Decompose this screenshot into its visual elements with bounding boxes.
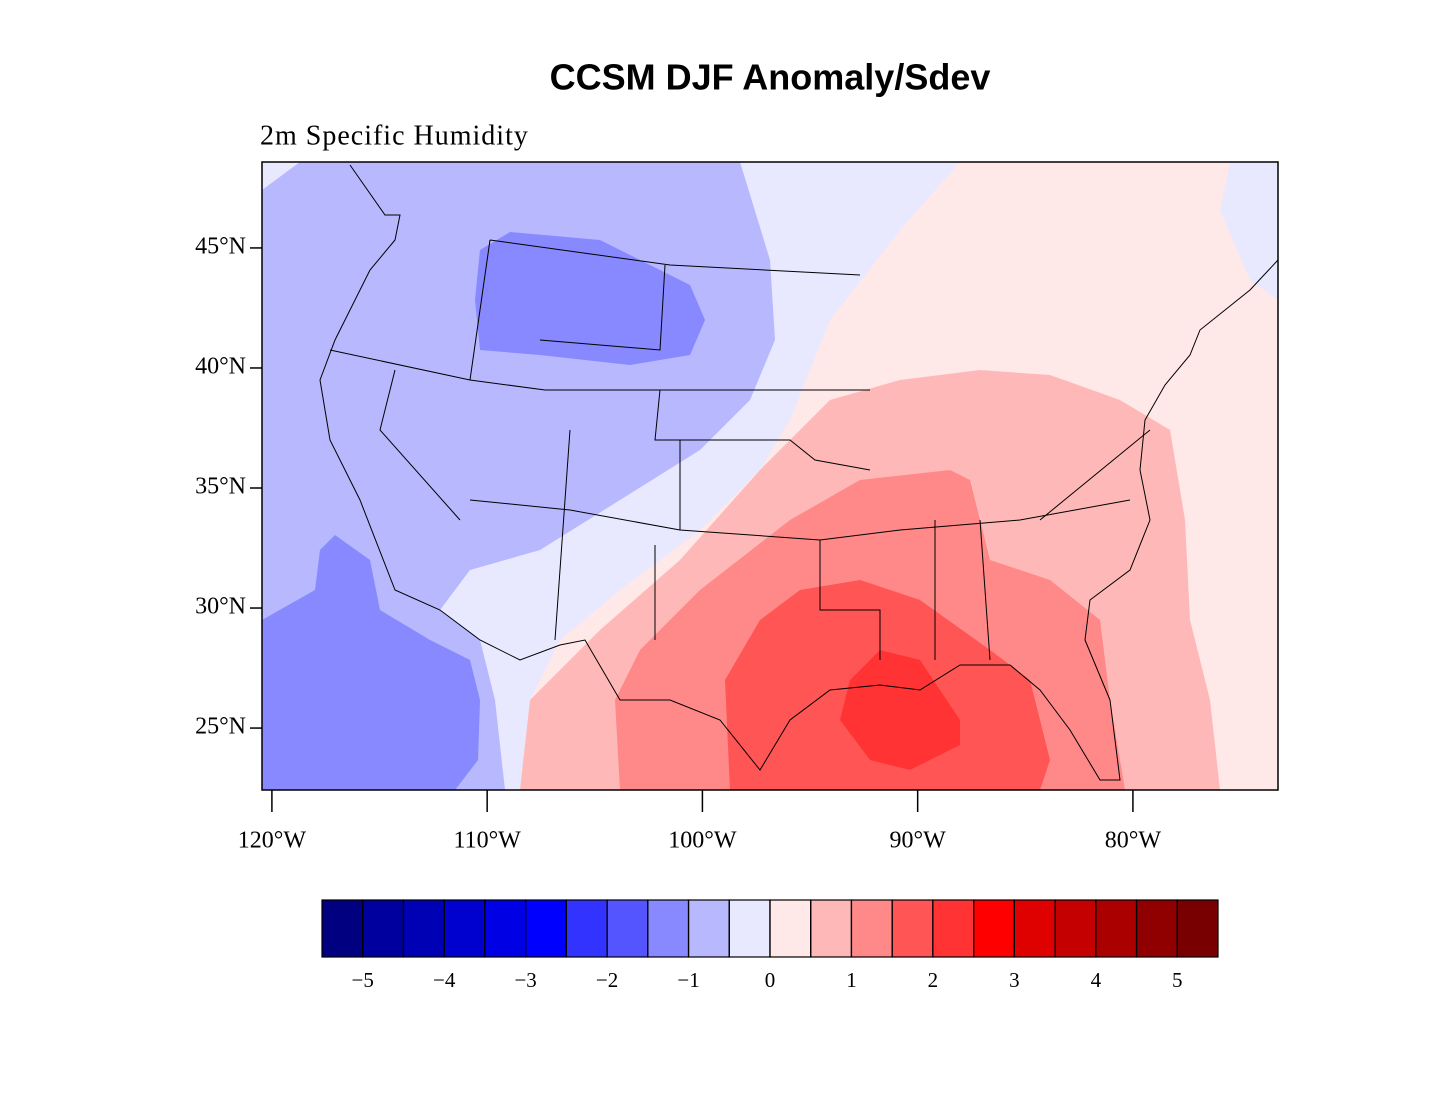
- contour-field: [262, 162, 1278, 790]
- colorbar-label: 1: [846, 968, 857, 992]
- map-frame: [261, 161, 1279, 791]
- colorbar-box: [687, 899, 730, 958]
- colorbar-label: 4: [1091, 968, 1102, 992]
- colorbar-box: [1135, 899, 1178, 958]
- colorbar-label: −4: [433, 968, 456, 992]
- colorbar-box: [484, 899, 527, 958]
- state-lines: [329, 239, 1151, 661]
- subtitle: 2m Specific Humidity: [260, 120, 529, 151]
- colorbar-label: −3: [514, 968, 536, 992]
- colorbar-label: 0: [765, 968, 776, 992]
- lon-tick-label: 100°W: [668, 828, 737, 854]
- colorbar-box: [647, 899, 690, 958]
- lat-tick-label: 35°N: [195, 474, 246, 500]
- colorbar-box: [565, 899, 608, 958]
- colorbar-box: [1176, 899, 1219, 958]
- colorbar-label: −2: [596, 968, 618, 992]
- lon-tick-label: 110°W: [453, 828, 521, 854]
- contour-region: [262, 535, 480, 790]
- colorbar-label: 2: [928, 968, 939, 992]
- colorbar-label: 3: [1009, 968, 1020, 992]
- colorbar-label: −1: [677, 968, 699, 992]
- colorbar-box: [728, 899, 771, 958]
- colorbar-box: [810, 899, 853, 958]
- boundaries: [319, 164, 1278, 781]
- lon-tick-label: 120°W: [238, 828, 307, 854]
- colorbar-box: [769, 899, 812, 958]
- colorbar-box: [321, 899, 364, 958]
- lon-tick-label: 80°W: [1105, 828, 1162, 854]
- lat-tick-label: 30°N: [195, 594, 246, 620]
- colorbar-box: [362, 899, 405, 958]
- contour-region: [1220, 162, 1278, 300]
- lat-tick-label: 40°N: [195, 353, 246, 379]
- colorbar-box: [402, 899, 445, 958]
- colorbar-box: [891, 899, 934, 958]
- colorbar-box: [850, 899, 893, 958]
- lon-tick-label: 90°W: [890, 828, 947, 854]
- lat-tick-label: 45°N: [195, 233, 246, 259]
- title: CCSM DJF Anomaly/Sdev: [550, 57, 991, 98]
- contour-region: [475, 232, 705, 365]
- colorbar-label: −5: [352, 968, 374, 992]
- colorbar-box: [443, 899, 486, 958]
- colorbar-box: [1054, 899, 1097, 958]
- contour-region: [840, 650, 960, 770]
- colorbar-box: [606, 899, 649, 958]
- colorbar-box: [973, 899, 1015, 958]
- colorbar-box: [1013, 899, 1056, 958]
- colorbar-box: [525, 899, 567, 958]
- colorbar-label: 5: [1172, 968, 1183, 992]
- lat-tick-label: 25°N: [195, 714, 246, 740]
- coastline: [319, 164, 1278, 781]
- colorbar-box: [932, 899, 975, 958]
- colorbar-box: [1095, 899, 1138, 958]
